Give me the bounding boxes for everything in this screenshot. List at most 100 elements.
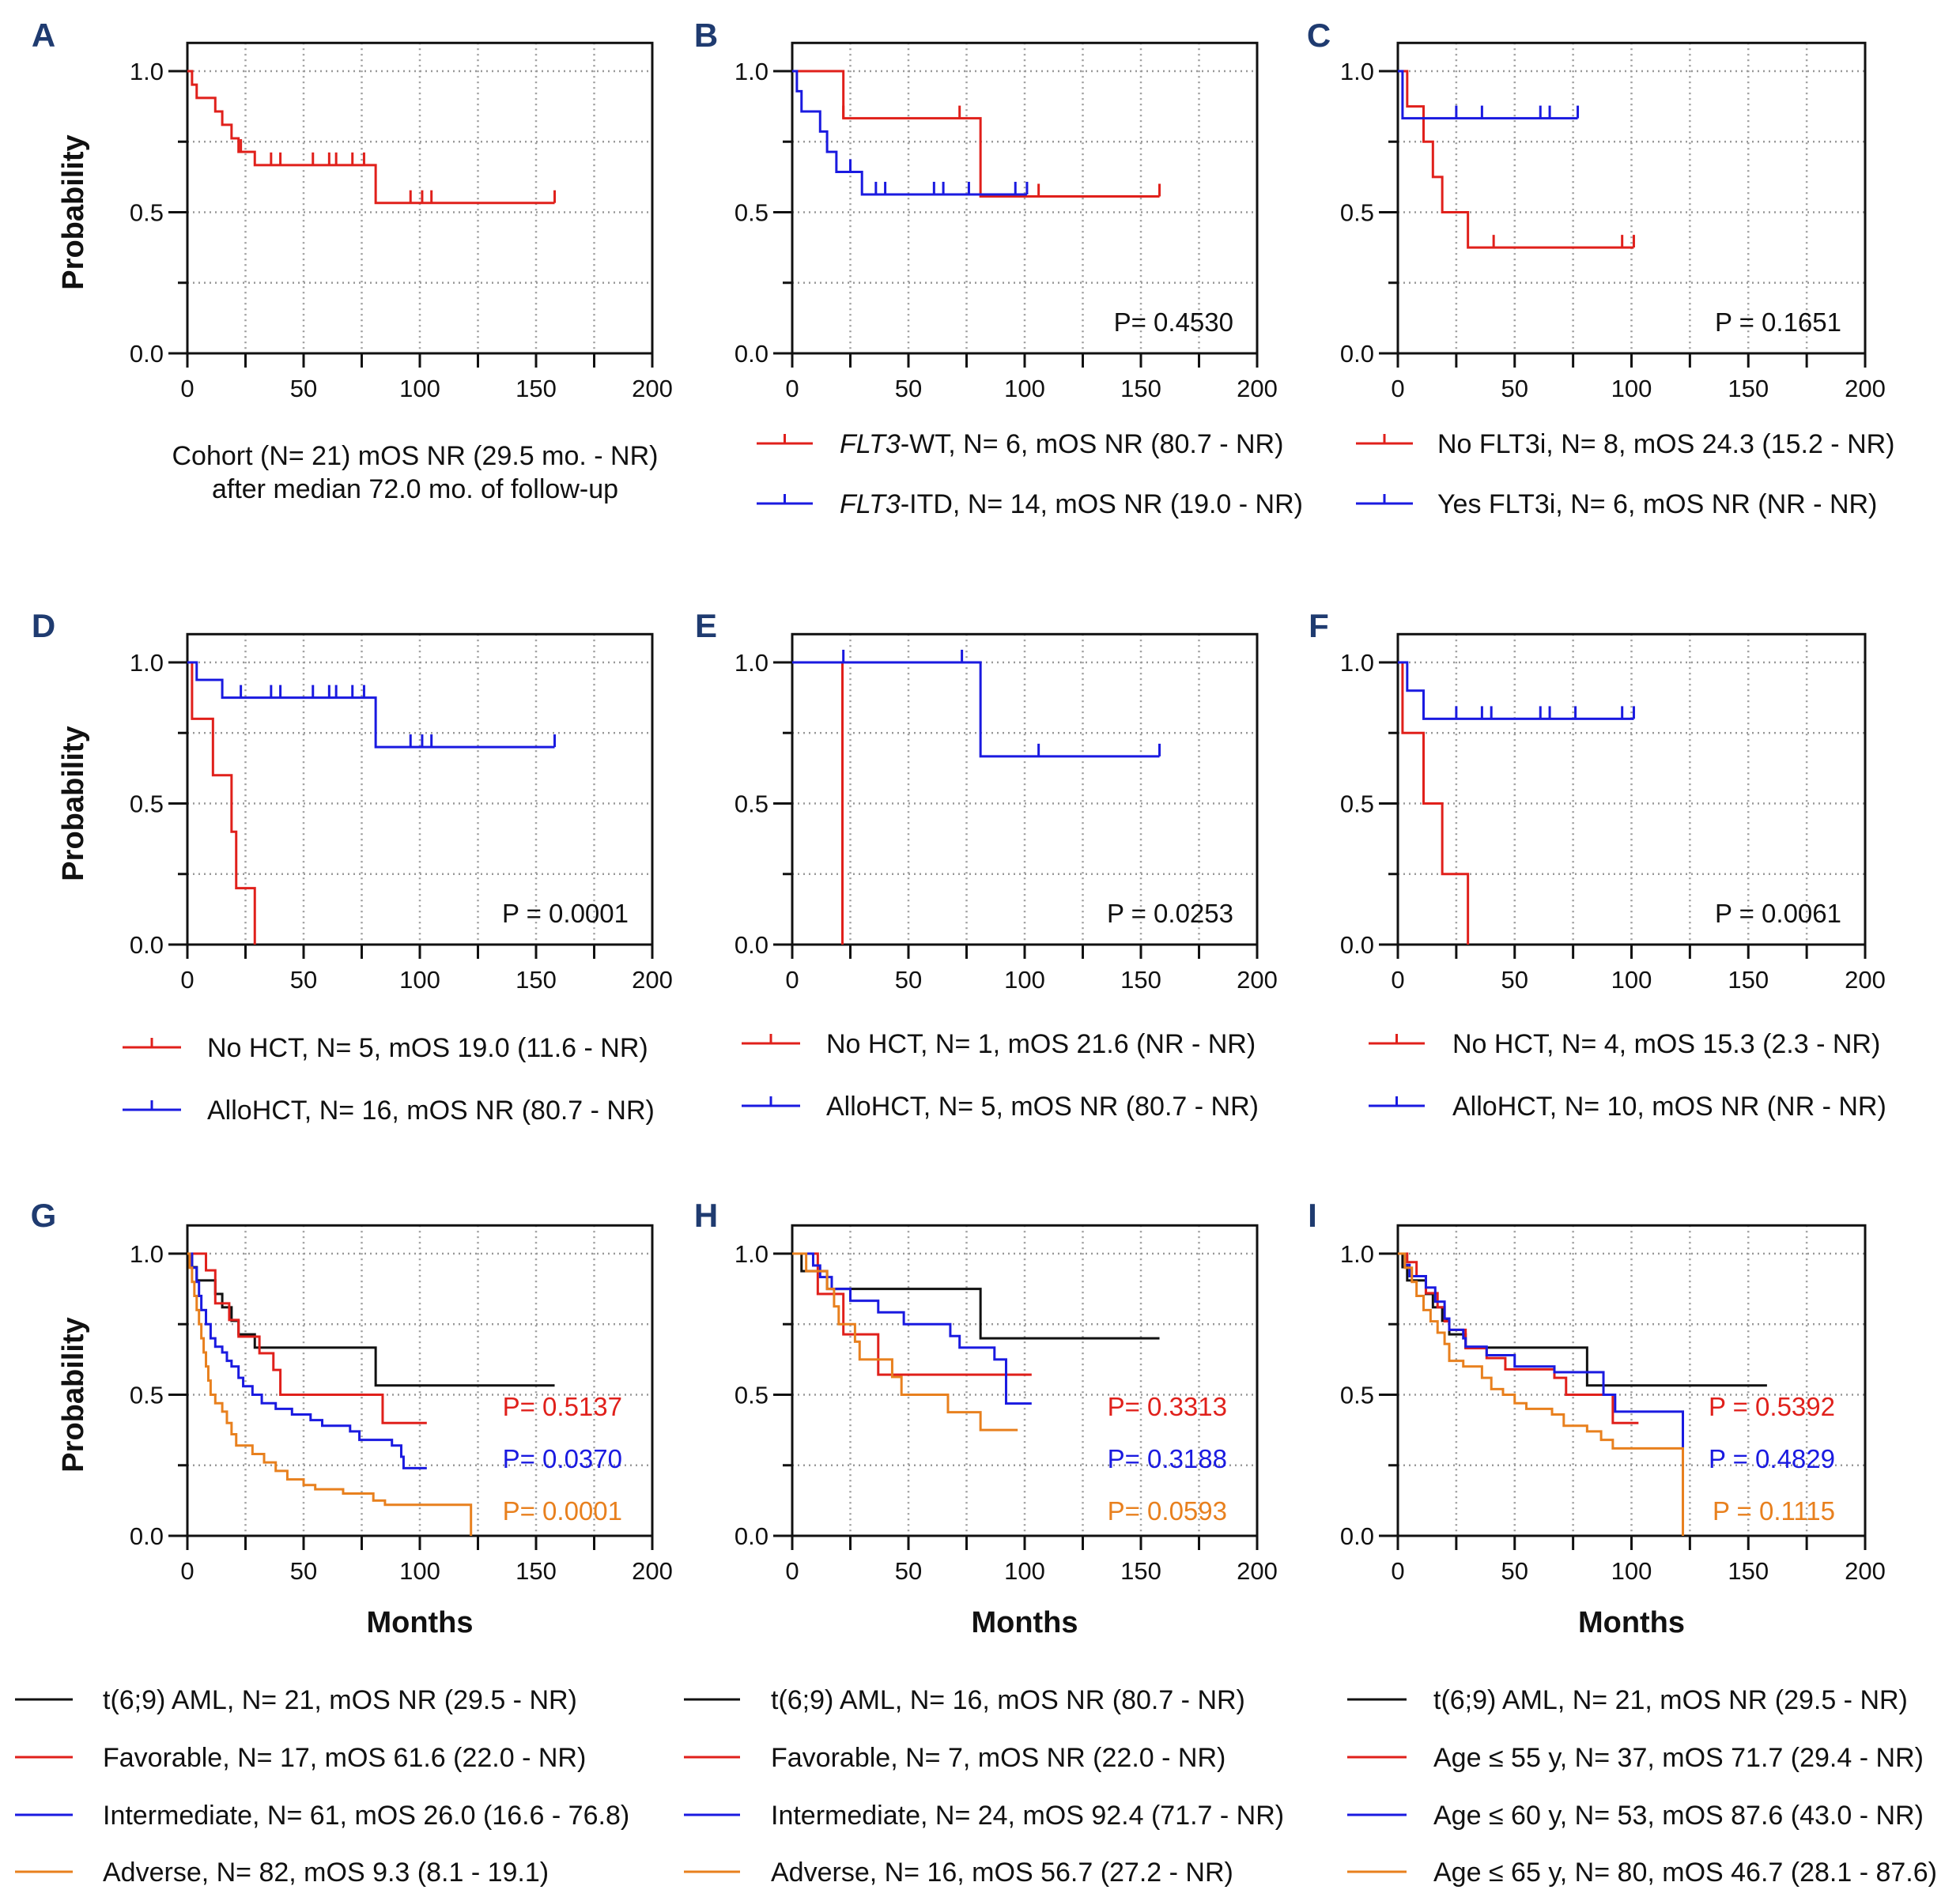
y-tick-label: 0.0 — [735, 340, 769, 368]
x-tick-label: 0 — [785, 1557, 799, 1585]
x-tick-label: 100 — [1611, 1557, 1652, 1585]
legend-item: AlloHCT, N= 16, mOS NR (80.7 - NR) — [123, 1096, 655, 1126]
panel-letter: D — [32, 607, 55, 644]
y-tick-label: 0.0 — [1340, 931, 1374, 959]
legend-label: Intermediate, N= 24, mOS 92.4 (71.7 - NR… — [771, 1801, 1284, 1831]
x-tick-label: 200 — [1845, 1557, 1886, 1585]
legend-label: AlloHCT, N= 16, mOS NR (80.7 - NR) — [207, 1096, 655, 1126]
x-tick-label: 150 — [515, 1557, 557, 1585]
legend-label: No HCT, N= 5, mOS 19.0 (11.6 - NR) — [207, 1033, 648, 1063]
survival-curve-red — [187, 661, 256, 945]
legend-label-text: Intermediate, N= 61, mOS 26.0 (16.6 - 76… — [103, 1801, 629, 1831]
x-tick-label: 150 — [515, 966, 557, 994]
p-value: P= 0.5137 — [503, 1392, 622, 1421]
legend-label-text: No HCT, N= 4, mOS 15.3 (2.3 - NR) — [1452, 1029, 1880, 1059]
survival-curve-blue — [1398, 70, 1578, 120]
p-value: P = 0.1115 — [1713, 1496, 1835, 1526]
legend-label-text: t(6;9) AML, N= 21, mOS NR (29.5 - NR) — [103, 1685, 577, 1715]
legend-label-text: No HCT, N= 5, mOS 19.0 (11.6 - NR) — [207, 1033, 648, 1063]
x-tick-label: 200 — [632, 375, 673, 402]
legend-label-text: Favorable, N= 7, mOS NR (22.0 - NR) — [771, 1743, 1225, 1773]
legend-label: t(6;9) AML, N= 21, mOS NR (29.5 - NR) — [1433, 1685, 1908, 1715]
legend-label: Intermediate, N= 61, mOS 26.0 (16.6 - 76… — [103, 1801, 629, 1831]
x-tick-label: 0 — [180, 375, 194, 402]
x-tick-label: 150 — [1728, 1557, 1769, 1585]
survival-curve-orange — [187, 1252, 473, 1536]
y-axis-label: Probability — [57, 134, 90, 289]
legend-label: Favorable, N= 7, mOS NR (22.0 - NR) — [771, 1743, 1225, 1773]
legend-label: FLT3-ITD, N= 14, mOS NR (19.0 - NR) — [840, 489, 1303, 519]
x-tick-label: 50 — [1501, 1557, 1528, 1585]
legend-item: No FLT3i, N= 8, mOS 24.3 (15.2 - NR) — [1356, 429, 1895, 459]
survival-curve-blue — [1398, 661, 1634, 720]
y-tick-label: 0.5 — [735, 1382, 769, 1409]
legend-item: FLT3-WT, N= 6, mOS NR (80.7 - NR) — [757, 429, 1283, 459]
legend-label-text: Intermediate, N= 24, mOS 92.4 (71.7 - NR… — [771, 1801, 1284, 1831]
legend-item: No HCT, N= 4, mOS 15.3 (2.3 - NR) — [1369, 1029, 1880, 1059]
panel-a: A 0 50 100 150 200 0.0 0.5 1.0 Probability Cohort … — [32, 17, 673, 504]
y-tick-label: 0.5 — [1340, 790, 1374, 818]
x-tick-label: 0 — [180, 966, 194, 994]
legend-item: Adverse, N= 16, mOS 56.7 (27.2 - NR) — [684, 1858, 1233, 1888]
cohort-caption: after median 72.0 mo. of follow-up — [212, 474, 618, 504]
x-tick-label: 150 — [1728, 966, 1769, 994]
legend-item: FLT3-ITD, N= 14, mOS NR (19.0 - NR) — [757, 489, 1303, 519]
legend-label: Age ≤ 65 y, N= 80, mOS 46.7 (28.1 - 87.6… — [1433, 1858, 1937, 1888]
survival-curve-blue — [1398, 1252, 1685, 1536]
x-tick-label: 200 — [632, 966, 673, 994]
p-value: P= 0.0593 — [1108, 1496, 1227, 1526]
y-tick-label: 0.5 — [735, 199, 769, 227]
y-tick-label: 0.0 — [130, 1522, 164, 1550]
legend-label: No HCT, N= 4, mOS 15.3 (2.3 - NR) — [1452, 1029, 1880, 1059]
panel-letter: E — [695, 607, 717, 644]
panel-b: B 0 50 100 150 200 0.0 0.5 1.0 P= 0.4530 FLT3-WT, … — [694, 17, 1303, 519]
panel-c: C 0 50 100 150 200 0.0 0.5 1.0 P = 0.1651 No FLT3i… — [1307, 17, 1895, 519]
y-tick-label: 1.0 — [735, 649, 769, 677]
legend-label: No HCT, N= 1, mOS 21.6 (NR - NR) — [826, 1029, 1256, 1059]
legend-label: Age ≤ 60 y, N= 53, mOS 87.6 (43.0 - NR) — [1433, 1801, 1924, 1831]
panel-h: H 0 50 100 150 200 0.0 0.5 1.0 Months P= 0.3313 P= … — [684, 1197, 1284, 1888]
survival-curve-blue — [187, 1252, 427, 1469]
panel-letter: G — [31, 1197, 57, 1234]
legend-label-text: Age ≤ 65 y, N= 80, mOS 46.7 (28.1 - 87.6… — [1433, 1858, 1937, 1888]
y-tick-label: 0.5 — [735, 790, 769, 818]
legend-item: t(6;9) AML, N= 16, mOS NR (80.7 - NR) — [684, 1685, 1245, 1715]
panel-f: F 0 50 100 150 200 0.0 0.5 1.0 P = 0.0061 No HCT, … — [1309, 607, 1886, 1122]
legend-item: Age ≤ 65 y, N= 80, mOS 46.7 (28.1 - 87.6… — [1347, 1858, 1937, 1888]
p-value: P= 0.3188 — [1108, 1444, 1227, 1473]
y-tick-label: 1.0 — [735, 58, 769, 85]
y-tick-label: 0.5 — [1340, 1382, 1374, 1409]
y-tick-label: 1.0 — [1340, 58, 1374, 85]
x-tick-label: 200 — [1845, 375, 1886, 402]
y-tick-label: 1.0 — [130, 58, 164, 85]
p-value: P= 0.0001 — [503, 1496, 622, 1526]
legend-label: No FLT3i, N= 8, mOS 24.3 (15.2 - NR) — [1437, 429, 1895, 459]
legend-label-text: Yes FLT3i, N= 6, mOS NR (NR - NR) — [1437, 489, 1877, 519]
panel-letter: F — [1309, 607, 1329, 644]
legend-item: Intermediate, N= 24, mOS 92.4 (71.7 - NR… — [684, 1801, 1284, 1831]
x-tick-label: 50 — [895, 966, 922, 994]
legend-label: FLT3-WT, N= 6, mOS NR (80.7 - NR) — [840, 429, 1283, 459]
legend-label-text: -WT, N= 6, mOS NR (80.7 - NR) — [901, 429, 1284, 459]
x-tick-label: 0 — [1391, 375, 1404, 402]
legend-label-text: No FLT3i, N= 8, mOS 24.3 (15.2 - NR) — [1437, 429, 1895, 459]
legend-item: t(6;9) AML, N= 21, mOS NR (29.5 - NR) — [1347, 1685, 1908, 1715]
legend-label: Adverse, N= 82, mOS 9.3 (8.1 - 19.1) — [103, 1858, 549, 1888]
x-axis-label: Months — [1578, 1606, 1685, 1639]
legend-label: Favorable, N= 17, mOS 61.6 (22.0 - NR) — [103, 1743, 586, 1773]
survival-curve-orange — [1398, 1252, 1685, 1536]
x-tick-label: 150 — [1120, 966, 1161, 994]
p-value: P = 0.4829 — [1709, 1444, 1835, 1473]
legend-label-text: Adverse, N= 82, mOS 9.3 (8.1 - 19.1) — [103, 1858, 549, 1888]
x-tick-label: 200 — [1237, 966, 1278, 994]
survival-curve-red — [187, 1252, 427, 1424]
legend-label-text: AlloHCT, N= 5, mOS NR (80.7 - NR) — [826, 1092, 1259, 1122]
legend-item: Age ≤ 55 y, N= 37, mOS 71.7 (29.4 - NR) — [1347, 1743, 1924, 1773]
y-axis-label: Probability — [57, 1317, 90, 1472]
survival-curve-red — [792, 661, 844, 945]
survival-curve-black — [1398, 1252, 1767, 1387]
y-tick-label: 0.0 — [130, 931, 164, 959]
x-tick-label: 200 — [1237, 375, 1278, 402]
legend-label-text: -ITD, N= 14, mOS NR (19.0 - NR) — [901, 489, 1303, 519]
x-axis-label: Months — [971, 1606, 1078, 1639]
